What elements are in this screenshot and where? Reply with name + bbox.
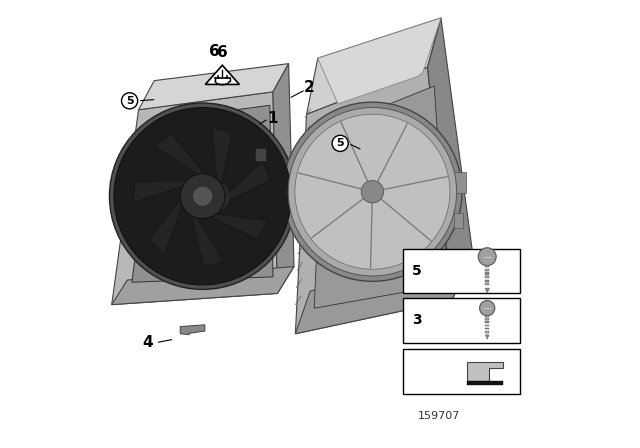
Polygon shape (296, 67, 452, 334)
Circle shape (288, 108, 457, 276)
Text: 5: 5 (337, 138, 344, 148)
Bar (403, 249, 520, 293)
Polygon shape (191, 215, 224, 266)
Circle shape (207, 190, 221, 203)
Polygon shape (112, 267, 294, 305)
Bar (485, 327, 489, 329)
Bar (485, 324, 489, 327)
Circle shape (109, 103, 296, 289)
Polygon shape (485, 288, 490, 293)
Polygon shape (314, 86, 448, 308)
Circle shape (114, 108, 291, 285)
Circle shape (295, 114, 450, 269)
Bar (403, 349, 520, 394)
Text: 4: 4 (142, 335, 153, 350)
Text: 5: 5 (126, 96, 133, 106)
Text: 6: 6 (209, 44, 220, 59)
Bar (485, 322, 489, 323)
Bar (485, 283, 490, 285)
Circle shape (478, 248, 496, 266)
Bar (485, 272, 490, 275)
Polygon shape (211, 214, 268, 239)
Polygon shape (132, 105, 273, 282)
Bar (467, 381, 503, 385)
Polygon shape (180, 325, 205, 335)
Bar (485, 269, 490, 271)
Text: 159707: 159707 (418, 411, 460, 421)
Bar (485, 331, 489, 332)
Circle shape (193, 186, 212, 206)
Text: 3: 3 (412, 313, 422, 327)
Circle shape (203, 185, 225, 207)
Bar (485, 315, 489, 317)
Circle shape (361, 181, 383, 203)
Bar (454, 172, 466, 193)
Text: 2: 2 (303, 80, 314, 95)
Polygon shape (139, 64, 289, 110)
Circle shape (122, 93, 138, 109)
Circle shape (283, 102, 462, 281)
Polygon shape (485, 335, 489, 340)
Polygon shape (307, 18, 441, 114)
Polygon shape (296, 251, 472, 334)
Circle shape (332, 135, 348, 151)
Bar (485, 265, 490, 267)
Polygon shape (428, 18, 472, 300)
Circle shape (198, 181, 230, 212)
Text: 6: 6 (217, 45, 228, 60)
Bar (485, 280, 490, 282)
Polygon shape (224, 161, 270, 203)
Circle shape (180, 174, 225, 219)
Polygon shape (134, 181, 186, 202)
Polygon shape (317, 18, 441, 104)
Polygon shape (212, 127, 232, 184)
Bar (454, 213, 463, 228)
Text: 1: 1 (268, 111, 278, 126)
Polygon shape (467, 362, 503, 381)
Text: 5: 5 (412, 264, 422, 278)
Bar (403, 298, 520, 343)
Polygon shape (155, 134, 205, 174)
Bar (255, 148, 266, 161)
Bar (485, 276, 490, 278)
Polygon shape (273, 64, 294, 293)
Polygon shape (112, 92, 278, 305)
Polygon shape (149, 199, 182, 254)
Polygon shape (205, 65, 239, 84)
Bar (485, 319, 489, 320)
Circle shape (479, 301, 495, 316)
